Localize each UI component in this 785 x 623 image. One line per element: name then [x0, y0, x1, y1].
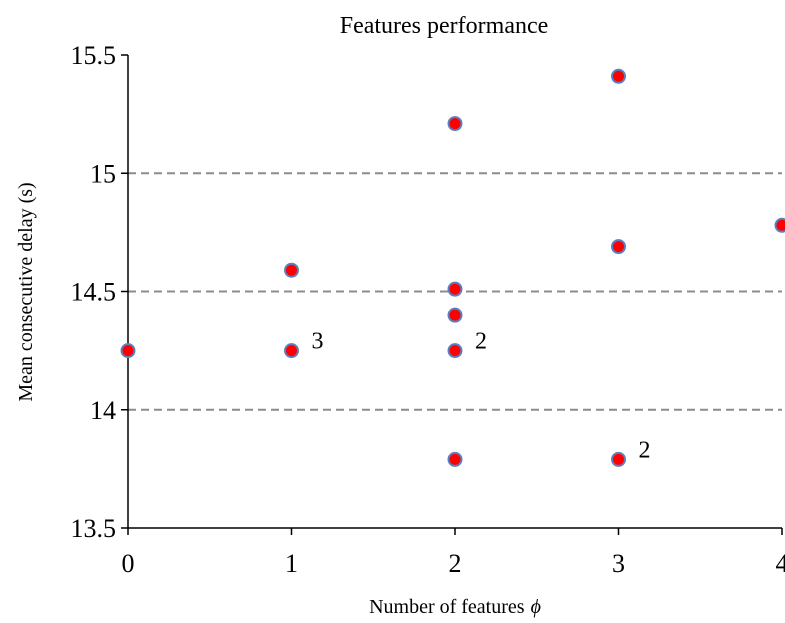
x-tick-label: 2	[449, 549, 462, 578]
y-tick-label: 14.5	[71, 278, 117, 307]
data-point	[774, 217, 785, 233]
data-point	[284, 262, 299, 278]
x-tick-label: 3	[612, 549, 625, 578]
point-count-label: 2	[639, 437, 651, 463]
axes	[121, 54, 783, 535]
x-tick-label: 1	[285, 549, 298, 578]
x-tick-label: 4	[776, 549, 785, 578]
data-point	[447, 451, 463, 467]
x-tick-label: 0	[122, 549, 135, 578]
point-count-label: 2	[475, 329, 487, 355]
data-point	[447, 307, 463, 323]
data-point	[120, 343, 136, 359]
y-tick-label: 15.5	[71, 41, 117, 70]
data-point	[447, 343, 463, 359]
data-point	[611, 239, 626, 255]
data-points	[120, 68, 785, 467]
x-axis-label-text: Number of features	[369, 596, 525, 618]
y-tick-labels: 13.5 14 14.5 15 15.5	[71, 41, 117, 543]
x-axis-label: Number of features ϕ	[369, 596, 541, 618]
data-point	[611, 68, 626, 84]
x-tick-labels: 0 1 2 3 4	[122, 549, 785, 578]
y-axis-label: Mean consecutive delay (s)	[15, 182, 37, 401]
data-point	[447, 281, 463, 297]
chart-title: Features performance	[340, 13, 549, 39]
data-point	[284, 343, 299, 359]
point-count-label: 3	[312, 329, 324, 355]
phi-symbol: ϕ	[531, 596, 541, 618]
y-tick-label: 15	[90, 159, 116, 188]
data-point	[447, 116, 463, 132]
y-tick-label: 13.5	[71, 514, 117, 543]
data-point	[611, 451, 626, 467]
annotations: 3 2 2	[312, 329, 651, 464]
y-tick-label: 14	[90, 396, 116, 425]
